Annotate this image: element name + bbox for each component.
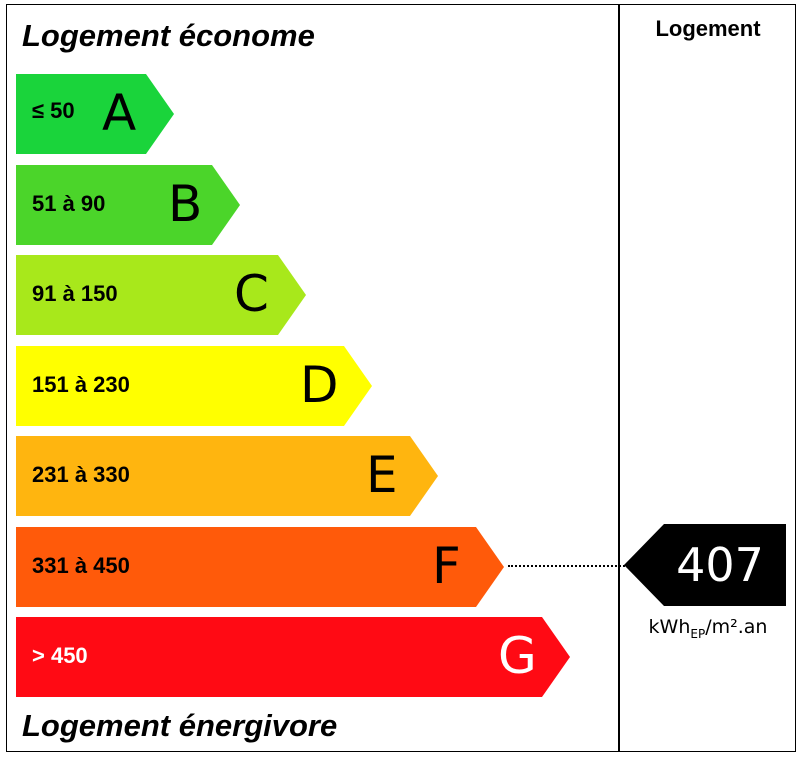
class-bar-shape [16,74,174,154]
class-bar-shape [16,164,240,245]
top-heading: Logement économe [22,18,315,53]
class-bar-c: 91 à 150 C [16,255,306,335]
rating-value: 407 [676,538,764,592]
class-range-label: 231 à 330 [32,462,130,487]
class-bar-b: 51 à 90 B [16,164,240,245]
rating-unit: kWhEP/m².an [620,616,796,641]
class-range-label: 151 à 230 [32,371,130,397]
unit-sub: EP [690,626,706,641]
unit-main: kWh [648,616,691,638]
class-letter: F [432,536,461,595]
column-divider [618,4,620,752]
bottom-heading: Logement énergivore [22,708,338,743]
class-bar-d: 151 à 230 D [16,345,372,426]
class-range-label: 331 à 450 [32,552,130,578]
class-bar-shape [16,255,306,335]
column-header: Logement [655,16,761,41]
label-frame [6,4,796,752]
class-letter: E [366,446,398,504]
class-letter: B [168,174,203,233]
class-bar-shape [16,526,504,607]
class-range-label: ≤ 50 [32,98,75,123]
class-bar-g: > 450 G [16,617,570,697]
class-range-label: 91 à 150 [32,281,118,306]
class-bar-shape [16,345,372,426]
class-range-label: > 450 [32,643,88,668]
class-letter: G [498,627,537,685]
class-bar-a: ≤ 50 A [16,74,174,154]
class-letter: A [102,84,137,142]
class-bar-shape [16,617,570,697]
class-letter: C [234,265,269,323]
unit-rest: /m².an [705,616,768,638]
rating-leader-line [508,565,628,567]
class-bar-shape [16,436,438,516]
class-range-label: 51 à 90 [32,190,106,216]
class-letter: D [300,355,339,414]
class-bar-e: 231 à 330 E [16,436,438,516]
class-bar-f: 331 à 450 F [16,526,504,607]
rating-arrow-tag [624,524,786,606]
